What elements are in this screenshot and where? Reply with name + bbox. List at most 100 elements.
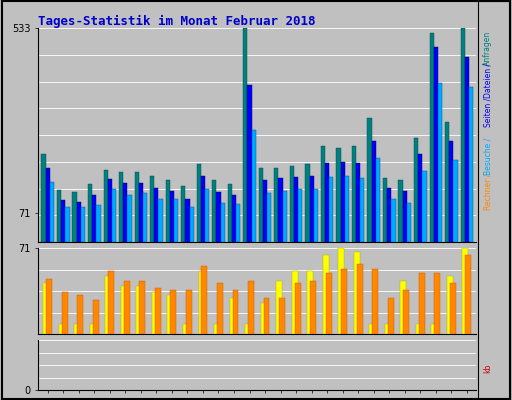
Bar (294, 283, 301, 334)
Bar (469, 88, 473, 242)
Bar (105, 276, 111, 334)
Text: Anfragen: Anfragen (483, 30, 493, 66)
Bar (264, 298, 269, 334)
Bar (461, 28, 465, 242)
Bar (103, 170, 108, 242)
Bar (422, 170, 426, 242)
Bar (109, 271, 114, 334)
Bar (449, 141, 454, 242)
Bar (217, 192, 221, 242)
Bar (170, 191, 174, 242)
Bar (123, 182, 127, 242)
Bar (325, 162, 329, 242)
Bar (307, 271, 313, 334)
Text: Tages-Statistik im Monat Februar 2018: Tages-Statistik im Monat Februar 2018 (38, 15, 316, 28)
Bar (388, 298, 394, 334)
Bar (276, 281, 282, 334)
Bar (50, 182, 54, 242)
Bar (419, 274, 424, 334)
Bar (154, 188, 159, 242)
Bar (369, 324, 375, 334)
Bar (274, 168, 279, 242)
Bar (356, 162, 360, 242)
Bar (329, 177, 333, 242)
Bar (165, 180, 170, 242)
Bar (248, 281, 254, 334)
Bar (251, 130, 256, 242)
Bar (201, 176, 205, 242)
Bar (247, 86, 251, 242)
Bar (341, 268, 347, 334)
Bar (294, 177, 298, 242)
Bar (345, 176, 349, 242)
Bar (88, 184, 92, 242)
Bar (205, 189, 209, 242)
Bar (245, 324, 251, 334)
Bar (450, 283, 456, 334)
Bar (202, 266, 207, 334)
Bar (292, 271, 297, 334)
Bar (385, 324, 391, 334)
Bar (143, 193, 147, 242)
Bar (108, 178, 112, 242)
Bar (403, 290, 409, 334)
Bar (57, 190, 61, 242)
Bar (232, 290, 239, 334)
Bar (354, 252, 359, 334)
Text: kb: kb (483, 363, 493, 373)
Bar (74, 324, 80, 334)
Bar (310, 281, 316, 334)
Bar (155, 288, 161, 334)
Bar (383, 178, 387, 242)
Bar (400, 281, 406, 334)
Bar (263, 180, 267, 242)
Bar (445, 122, 449, 242)
Bar (93, 300, 99, 334)
Bar (447, 276, 453, 334)
Bar (46, 280, 52, 334)
Bar (430, 33, 434, 242)
Text: Rechner /: Rechner / (483, 174, 493, 210)
Bar (77, 202, 81, 242)
Bar (66, 207, 70, 242)
Bar (212, 180, 217, 242)
Bar (41, 154, 46, 242)
Bar (434, 47, 438, 242)
Bar (321, 146, 325, 242)
Bar (73, 192, 77, 242)
Bar (77, 295, 83, 334)
Bar (124, 281, 130, 334)
Bar (372, 141, 376, 242)
Bar (167, 295, 174, 334)
Bar (236, 204, 240, 242)
Bar (432, 324, 437, 334)
Bar (402, 191, 407, 242)
Bar (92, 195, 96, 242)
Bar (267, 193, 271, 242)
Bar (183, 324, 189, 334)
Bar (243, 28, 247, 242)
Bar (340, 162, 345, 242)
Bar (418, 154, 422, 242)
Bar (305, 164, 310, 242)
Bar (298, 189, 303, 242)
Bar (283, 191, 287, 242)
Bar (398, 180, 402, 242)
Bar (229, 298, 236, 334)
Bar (136, 286, 142, 334)
Bar (336, 148, 340, 242)
Bar (96, 205, 100, 242)
Bar (360, 178, 365, 242)
Bar (186, 290, 192, 334)
Bar (310, 176, 314, 242)
Bar (391, 199, 395, 242)
Bar (407, 203, 411, 242)
Bar (139, 182, 143, 242)
Bar (279, 178, 283, 242)
Bar (199, 271, 204, 334)
Bar (438, 84, 442, 242)
Bar (139, 281, 145, 334)
Bar (217, 283, 223, 334)
Bar (228, 184, 232, 242)
Bar (185, 199, 189, 242)
